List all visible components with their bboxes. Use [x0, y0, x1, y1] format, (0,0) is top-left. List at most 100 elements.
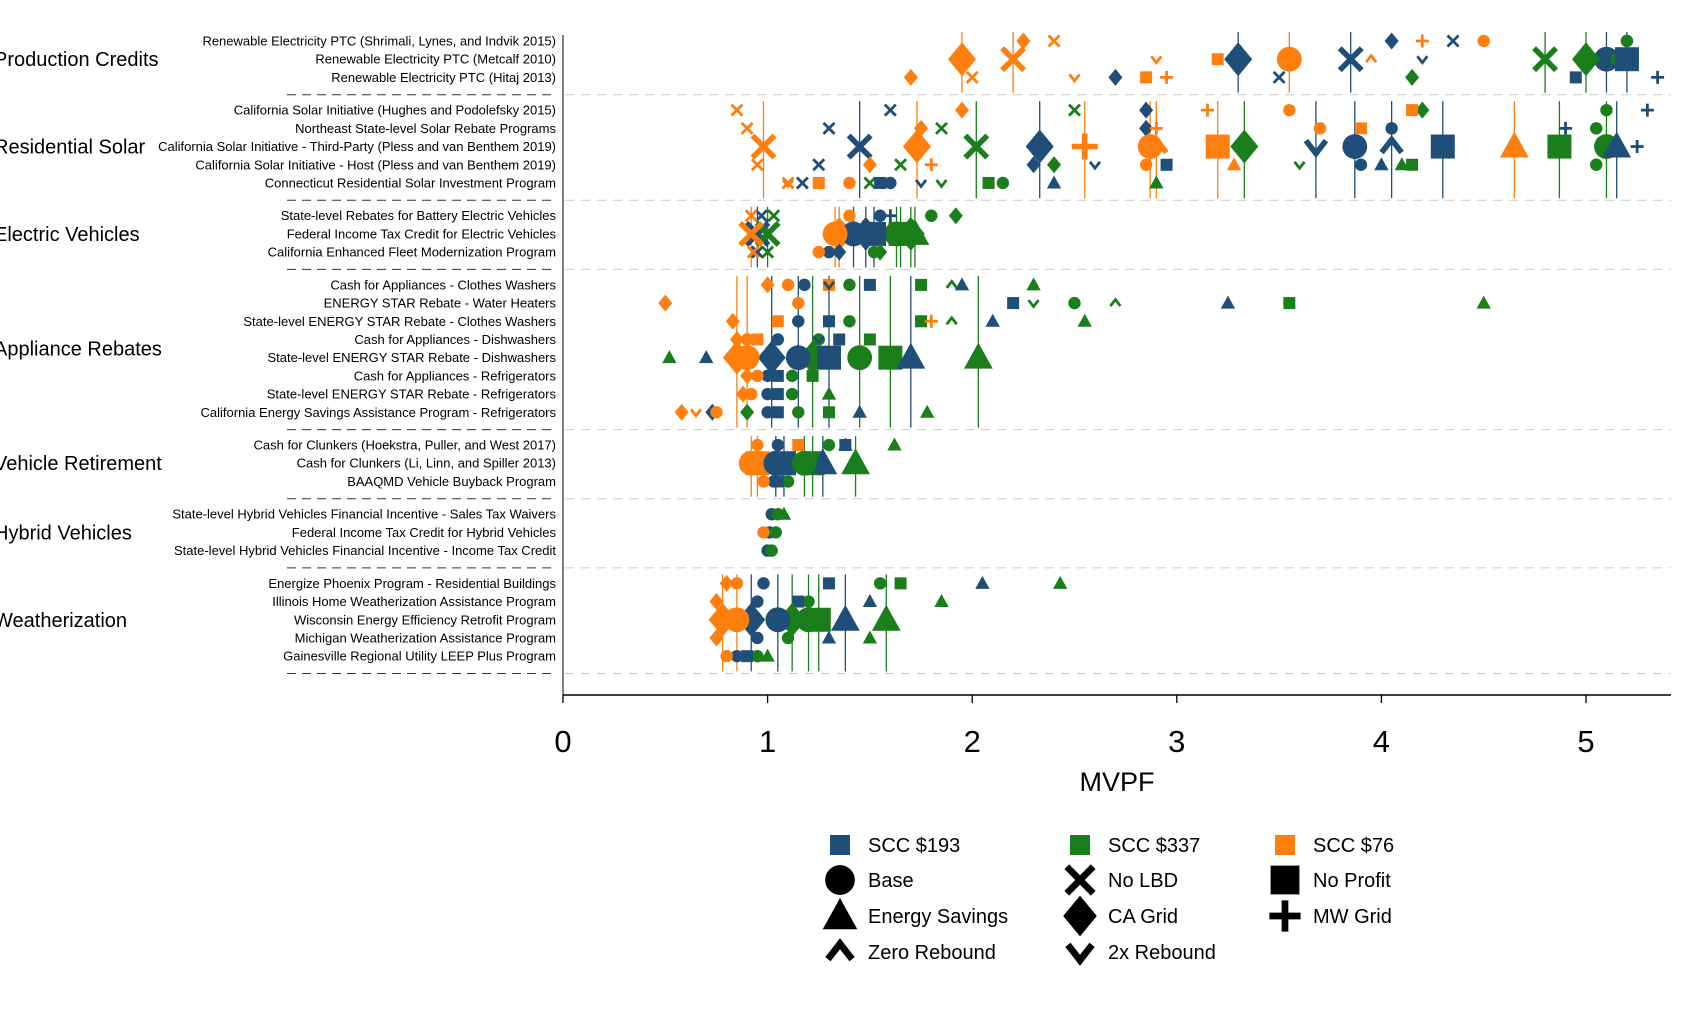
point-scc337-base: [785, 369, 799, 383]
legend-label: SCC $337: [1108, 835, 1200, 857]
point-scc193-base: [761, 387, 774, 401]
point-scc193-base: [771, 438, 785, 452]
point-scc76-cagrid: [760, 276, 775, 294]
x-tick-label: 1: [759, 724, 776, 759]
point-scc337-nolbd: [767, 209, 781, 223]
x-tick-labels: 0 1 2 3 4 5: [554, 695, 1595, 759]
point-scc337-noprofit: [1283, 297, 1296, 310]
point-scc337-nolbd: [1532, 46, 1559, 73]
legend-marker-nolbd: [1064, 864, 1096, 896]
policy-label: Northeast State-level Solar Rebate Progr…: [295, 121, 556, 136]
point-scc76-cagrid: [719, 574, 734, 592]
point-scc76-base: [730, 577, 744, 590]
point-scc76-base: [1283, 103, 1296, 117]
point-scc337-cagrid: [1415, 101, 1430, 119]
point-scc193-tworebound: [822, 281, 836, 291]
point-scc76-nolbd: [781, 176, 795, 190]
point-scc76-energy: [1226, 157, 1242, 171]
point-scc193-mwgrid: [1630, 140, 1644, 154]
point-scc337-noprofit: [1547, 134, 1572, 159]
policy-label: Connecticut Residential Solar Investment…: [265, 175, 556, 190]
point-scc193-noprofit: [1614, 47, 1639, 72]
policy-label: State-level Rebates for Battery Electric…: [281, 208, 557, 223]
point-scc76-cagrid: [729, 330, 744, 348]
point-scc337-nolbd: [863, 176, 877, 190]
policy-label: State-level Hybrid Vehicles Financial In…: [174, 543, 556, 558]
point-scc76-mwgrid: [924, 158, 938, 172]
point-scc337-base: [1620, 34, 1634, 48]
point-scc337-energy: [934, 594, 949, 608]
point-scc193-base: [873, 209, 887, 222]
point-scc76-base: [1477, 34, 1490, 48]
point-scc193-base: [798, 278, 811, 292]
point-scc193-nolbd: [822, 121, 836, 135]
point-scc76-mwgrid: [1160, 70, 1174, 84]
point-scc193-energy: [1374, 157, 1389, 171]
point-scc337-tworebound: [1293, 160, 1306, 171]
point-scc337-base: [1068, 296, 1081, 310]
point-scc337-energy: [1476, 295, 1491, 309]
point-scc193-cagrid: [1139, 101, 1154, 119]
policy-label: Federal Income Tax Credit for Electric V…: [287, 226, 557, 241]
point-scc337-energy: [1052, 575, 1068, 589]
point-scc76-cagrid: [736, 385, 751, 403]
policy-label: Cash for Appliances - Clothes Washers: [330, 277, 556, 292]
point-scc337-base: [873, 577, 887, 590]
point-scc193-base: [785, 345, 811, 371]
point-scc193-noprofit: [822, 577, 835, 590]
point-scc337-base: [843, 315, 856, 328]
x-tick-label: 5: [1577, 724, 1594, 759]
point-scc76-base: [781, 278, 795, 292]
point-scc337-cagrid: [1405, 68, 1420, 86]
policy-label: State-level Hybrid Vehicles Financial In…: [172, 507, 556, 522]
policy-label: California Solar Initiative (Hughes and …: [234, 103, 556, 118]
point-scc193-noprofit: [1007, 297, 1020, 310]
point-scc337-nolbd: [935, 121, 948, 135]
point-scc193-noprofit: [874, 176, 887, 189]
point-scc337-cagrid: [740, 403, 755, 421]
legend-label: No LBD: [1108, 870, 1178, 892]
point-scc76-noprofit: [1140, 71, 1153, 84]
point-scc76-cagrid: [862, 156, 877, 174]
point-scc337-energy: [900, 218, 930, 245]
legend-label: 2x Rebound: [1108, 942, 1216, 964]
point-scc193-energy: [896, 342, 926, 369]
point-scc76-mwgrid: [1149, 121, 1163, 135]
point-scc193-noprofit: [1160, 158, 1173, 171]
point-scc337-energy: [760, 648, 775, 662]
point-scc337-noprofit: [1406, 158, 1419, 171]
point-scc193-base: [1354, 158, 1368, 171]
point-scc76-noprofit: [822, 278, 835, 291]
category-label: Appliance Rebates: [0, 339, 162, 361]
point-scc337-base: [925, 209, 938, 222]
point-scc193-noprofit: [1430, 134, 1455, 159]
point-scc76-tworebound: [1068, 73, 1081, 84]
point-scc337-cagrid: [1230, 129, 1259, 164]
legend-label: No Profit: [1313, 870, 1391, 892]
point-scc76-cagrid: [1016, 32, 1031, 50]
point-scc193-tworebound: [914, 179, 928, 189]
x-tick-label: 3: [1168, 724, 1185, 759]
point-scc76-cagrid: [725, 312, 740, 330]
legend-swatch-scc193: [830, 835, 850, 855]
point-scc193-noprofit: [771, 388, 784, 401]
point-scc76-noprofit: [1205, 134, 1230, 159]
point-scc193-cagrid: [1108, 68, 1123, 86]
category-label: Residential Solar: [0, 137, 146, 159]
point-scc193-energy: [985, 313, 1000, 327]
point-scc337-base: [822, 438, 836, 452]
point-scc193-energy: [699, 350, 714, 364]
point-scc193-tworebound: [1303, 138, 1329, 159]
point-scc193-nolbd: [744, 220, 771, 247]
category-separators: [287, 94, 1671, 674]
point-scc337-base: [785, 387, 799, 401]
point-scc193-energy: [1046, 175, 1062, 189]
point-scc76-nolbd: [1047, 34, 1061, 48]
point-scc76-noprofit: [1211, 53, 1224, 66]
point-scc193-nolbd: [846, 133, 873, 160]
policy-label: Illinois Home Weatherization Assistance …: [272, 594, 556, 609]
point-scc337-energy: [871, 604, 901, 631]
point-scc193-base: [771, 333, 785, 346]
point-scc76-base: [724, 607, 750, 633]
legend-label: SCC $76: [1313, 835, 1394, 857]
